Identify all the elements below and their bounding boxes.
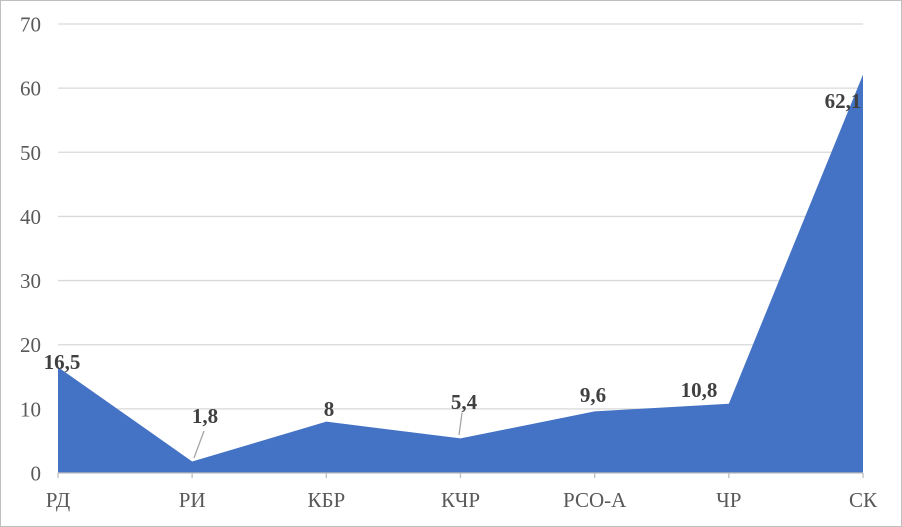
y-axis-label: 20 <box>20 333 41 357</box>
y-axis-label: 70 <box>20 13 41 37</box>
leader-line <box>193 430 205 459</box>
x-axis-label: РСО-А <box>563 488 627 512</box>
x-axis-label: СК <box>849 488 878 512</box>
x-axis-label: РД <box>46 488 70 512</box>
data-label: 5,4 <box>451 390 478 414</box>
data-label: 16,5 <box>44 350 81 374</box>
x-axis-label: РИ <box>179 488 206 512</box>
y-axis-label: 60 <box>20 77 41 101</box>
y-axis-label: 0 <box>31 462 42 486</box>
leader-line <box>458 412 463 436</box>
data-label: 62,1 <box>825 89 862 113</box>
data-label: 1,8 <box>192 404 218 428</box>
y-axis-label: 10 <box>20 397 41 421</box>
x-axis-label: КЧР <box>441 488 480 512</box>
area-series <box>58 74 863 474</box>
x-axis-label: КБР <box>307 488 345 512</box>
data-label: 8 <box>324 397 335 421</box>
y-axis-label: 40 <box>20 205 41 229</box>
y-axis-label: 50 <box>20 141 41 165</box>
data-label: 9,6 <box>580 383 606 407</box>
y-axis-label: 30 <box>20 269 41 293</box>
x-axis-label: ЧР <box>716 488 741 512</box>
data-label: 10,8 <box>681 378 718 402</box>
